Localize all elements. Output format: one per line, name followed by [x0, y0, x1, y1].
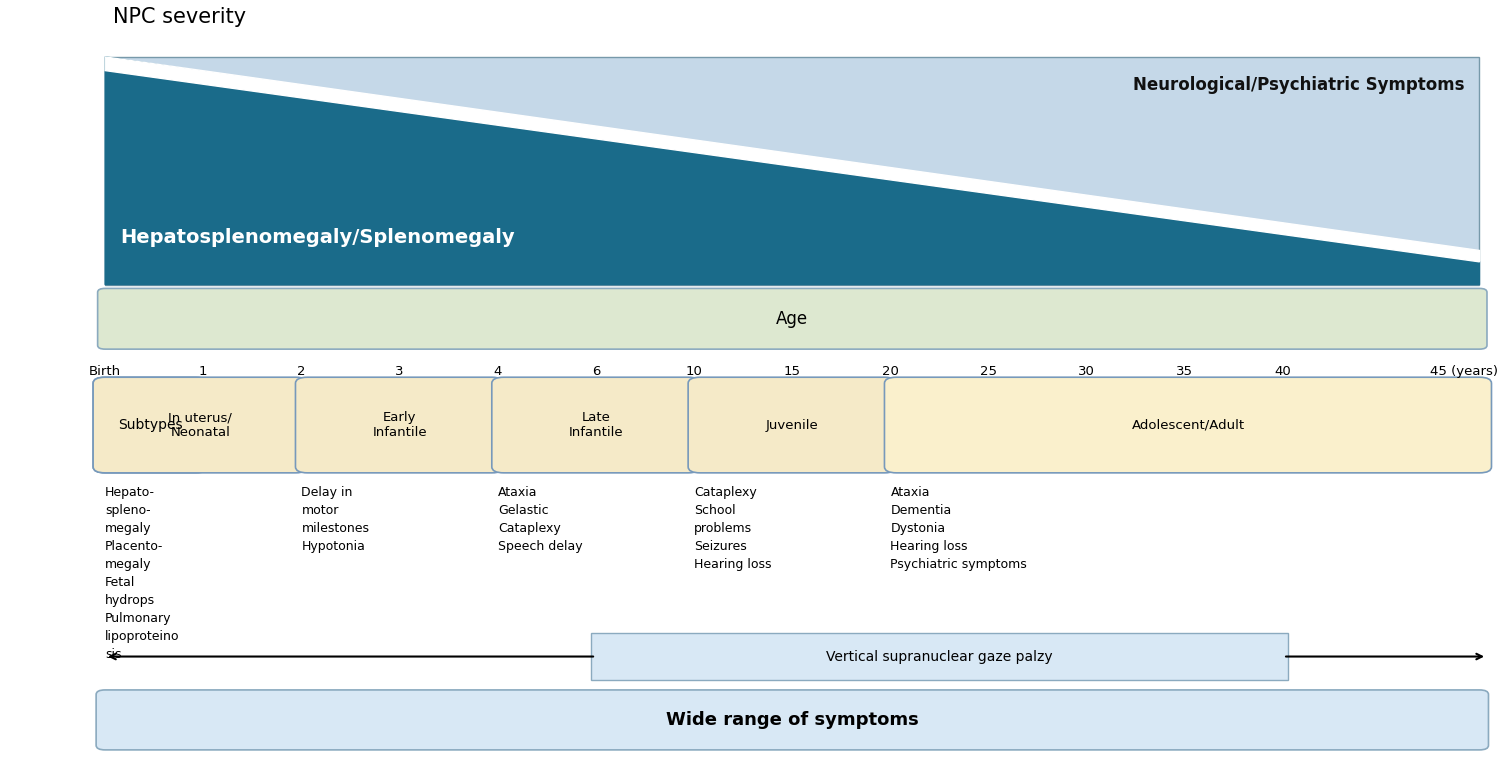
- Text: Subtypes: Subtypes: [119, 418, 183, 432]
- FancyBboxPatch shape: [93, 377, 308, 473]
- Text: Age: Age: [777, 310, 808, 328]
- Text: 10: 10: [686, 365, 703, 379]
- FancyBboxPatch shape: [592, 633, 1287, 680]
- Text: 30: 30: [1078, 365, 1095, 379]
- Polygon shape: [105, 57, 1479, 262]
- Text: 35: 35: [1176, 365, 1194, 379]
- Polygon shape: [105, 57, 1479, 285]
- Text: 20: 20: [882, 365, 898, 379]
- Text: Wide range of symptoms: Wide range of symptoms: [665, 711, 919, 729]
- FancyBboxPatch shape: [105, 57, 1479, 285]
- Text: Hepato-
splenо-
megaly
Placentо-
megaly
Fetal
hydrops
Pulmonary
lipoproteino
sis: Hepato- splenо- megaly Placentо- megaly …: [105, 486, 180, 661]
- Text: Juvenile: Juvenile: [766, 418, 819, 432]
- Text: 15: 15: [784, 365, 801, 379]
- Text: Neurological/Psychiatric Symptoms: Neurological/Psychiatric Symptoms: [1133, 76, 1464, 94]
- FancyBboxPatch shape: [98, 288, 1487, 349]
- Text: 25: 25: [981, 365, 997, 379]
- Text: 4: 4: [494, 365, 502, 379]
- Text: 3: 3: [395, 365, 404, 379]
- FancyBboxPatch shape: [491, 377, 700, 473]
- Text: 6: 6: [592, 365, 601, 379]
- Text: 45 (years) ...: 45 (years) ...: [1430, 365, 1502, 379]
- FancyBboxPatch shape: [688, 377, 897, 473]
- Text: 2: 2: [297, 365, 306, 379]
- FancyBboxPatch shape: [885, 377, 1491, 473]
- Text: Delay in
motor
milestones
Hypotonia: Delay in motor milestones Hypotonia: [302, 486, 369, 553]
- Text: Birth: Birth: [89, 365, 122, 379]
- Text: Ataxia
Dementia
Dystonia
Hearing loss
Psychiatric symptoms: Ataxia Dementia Dystonia Hearing loss Ps…: [891, 486, 1027, 571]
- Text: Hepatosplenomegaly/Splenomegaly: Hepatosplenomegaly/Splenomegaly: [120, 228, 515, 247]
- Text: 40: 40: [1275, 365, 1292, 379]
- Text: Vertical supranuclear gaze palzy: Vertical supranuclear gaze palzy: [826, 650, 1053, 663]
- Text: Cataplexy
School
problems
Seizures
Hearing loss: Cataplexy School problems Seizures Heari…: [694, 486, 772, 571]
- Text: 1: 1: [200, 365, 207, 379]
- Text: Adolescent/Adult: Adolescent/Adult: [1131, 418, 1245, 432]
- Text: Late
Infantile: Late Infantile: [569, 411, 623, 439]
- FancyBboxPatch shape: [93, 377, 207, 473]
- FancyBboxPatch shape: [296, 377, 503, 473]
- FancyBboxPatch shape: [96, 690, 1488, 750]
- Text: Ataxia
Gelastic
Cataplexy
Speech delay: Ataxia Gelastic Cataplexy Speech delay: [497, 486, 583, 553]
- Text: Early
Infantile: Early Infantile: [372, 411, 427, 439]
- Text: In uterus/
Neonatal: In uterus/ Neonatal: [168, 411, 233, 439]
- Text: NPC severity: NPC severity: [113, 7, 246, 27]
